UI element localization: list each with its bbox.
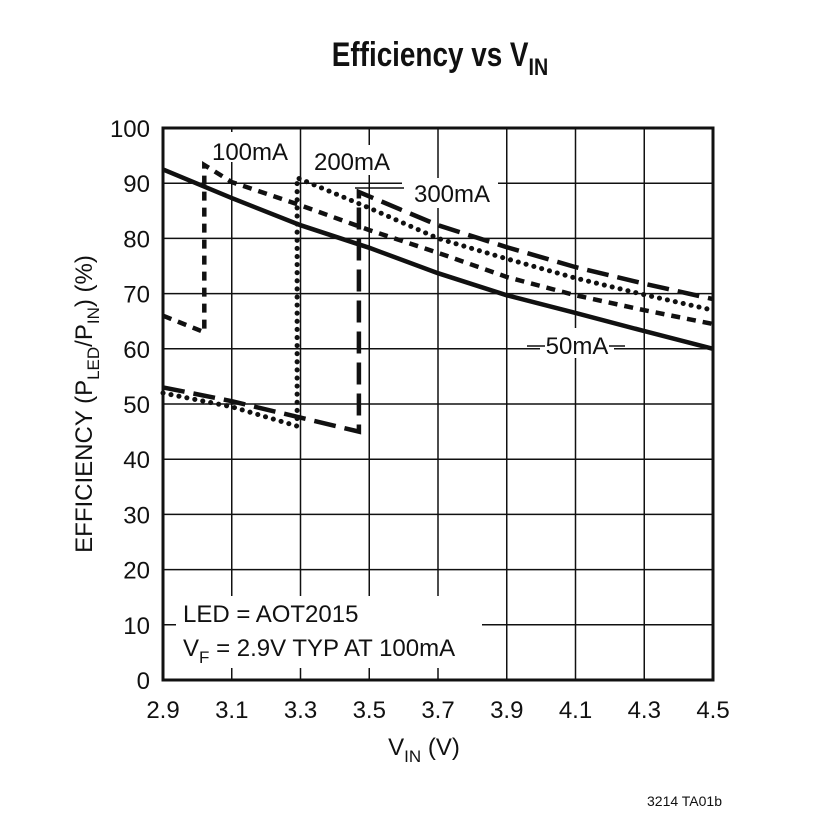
series-line-300mA <box>162 188 714 435</box>
x-tick-label: 3.5 <box>353 697 386 724</box>
label-100mA: 100mA <box>212 139 288 166</box>
y-tick-label: 30 <box>123 502 150 529</box>
label-50mA: 50mA <box>546 333 609 360</box>
label-300mA: 300mA <box>414 181 490 208</box>
tick-labels: 2.9 3.1 3.3 3.5 3.7 3.9 4.1 4.3 4.5 0 10 20 30 40 50 60… <box>110 116 730 724</box>
y-axis-label: EFFICIENCY (PLED/PIN) (%) <box>71 255 103 553</box>
y-tick-label: 20 <box>123 558 150 585</box>
x-tick-label: 3.7 <box>421 697 454 724</box>
x-tick-label: 4.5 <box>696 697 729 724</box>
x-tick-label: 2.9 <box>146 697 179 724</box>
y-tick-label: 50 <box>123 392 150 419</box>
footer-code: 3214 TA01b <box>647 793 722 809</box>
x-tick-label: 3.9 <box>490 697 523 724</box>
y-tick-label: 80 <box>123 226 150 253</box>
series-line-200mA <box>160 173 716 430</box>
x-tick-label: 4.3 <box>628 697 661 724</box>
x-tick-label: 3.3 <box>284 697 317 724</box>
series-line-100mA <box>162 160 714 336</box>
series-line-50mA <box>162 167 714 351</box>
y-tick-label: 60 <box>123 337 150 364</box>
x-tick-label: 3.1 <box>215 697 248 724</box>
annotation-vf: VF = 2.9V TYP AT 100mA <box>183 635 455 667</box>
chart-title: Efficiency vs VIN <box>332 35 548 80</box>
annotation-led: LED = AOT2015 <box>183 601 358 628</box>
label-200mA: 200mA <box>314 149 390 176</box>
y-tick-label: 0 <box>137 668 150 695</box>
y-tick-label: 10 <box>123 613 150 640</box>
y-tick-label: 40 <box>123 447 150 474</box>
series-lines <box>160 160 716 435</box>
y-tick-label: 100 <box>110 116 150 143</box>
y-tick-label: 90 <box>123 171 150 198</box>
plot-frame <box>161 126 715 682</box>
x-tick-label: 4.1 <box>559 697 592 724</box>
y-tick-label: 70 <box>123 282 150 309</box>
x-axis-label: VIN (V) <box>388 734 460 766</box>
